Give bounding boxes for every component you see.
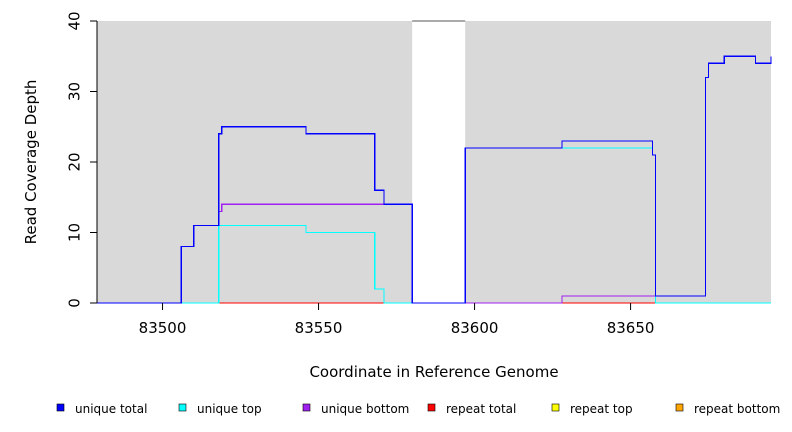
series-layer bbox=[97, 55, 772, 304]
series-line-unique-total bbox=[97, 55, 772, 304]
y-tick-label: 0 bbox=[66, 298, 84, 308]
legend-label: unique bottom bbox=[321, 402, 409, 416]
legend-label: unique total bbox=[75, 402, 147, 416]
legend-label: unique top bbox=[197, 402, 262, 416]
x-tick-label: 83550 bbox=[295, 319, 343, 337]
x-axis-title: Coordinate in Reference Genome bbox=[309, 363, 558, 381]
legend-swatch bbox=[675, 403, 684, 412]
legend: unique total unique top unique bottom repea… bbox=[56, 402, 780, 416]
y-tick-label: 30 bbox=[66, 82, 84, 101]
x-axis-ticks: 83500 83550 83600 83650 bbox=[139, 303, 655, 337]
legend-label: repeat total bbox=[446, 402, 516, 416]
y-tick-label: 10 bbox=[66, 223, 84, 242]
legend-swatch bbox=[302, 403, 311, 412]
legend-item-repeat-total: repeat total bbox=[427, 402, 516, 416]
y-axis-ticks: 0 10 20 30 40 bbox=[66, 11, 97, 308]
x-tick-label: 83650 bbox=[607, 319, 655, 337]
x-tick-label: 83500 bbox=[139, 319, 187, 337]
y-axis-title: Read Coverage Depth bbox=[22, 80, 40, 245]
y-tick-label: 20 bbox=[66, 152, 84, 171]
legend-swatch bbox=[56, 403, 65, 412]
legend-label: repeat bottom bbox=[694, 402, 780, 416]
legend-swatch bbox=[551, 403, 560, 412]
legend-item-repeat-bottom: repeat bottom bbox=[675, 402, 780, 416]
legend-swatch bbox=[427, 403, 436, 412]
plot-background bbox=[97, 20, 771, 303]
legend-label: repeat top bbox=[570, 402, 633, 416]
legend-swatch bbox=[178, 403, 187, 412]
legend-item-unique-total: unique total bbox=[56, 402, 147, 416]
y-tick-label: 40 bbox=[66, 11, 84, 30]
legend-item-unique-top: unique top bbox=[178, 402, 262, 416]
legend-item-unique-bottom: unique bottom bbox=[302, 402, 409, 416]
x-tick-label: 83600 bbox=[451, 319, 499, 337]
legend-item-repeat-top: repeat top bbox=[551, 402, 633, 416]
uncovered-region bbox=[412, 21, 466, 303]
